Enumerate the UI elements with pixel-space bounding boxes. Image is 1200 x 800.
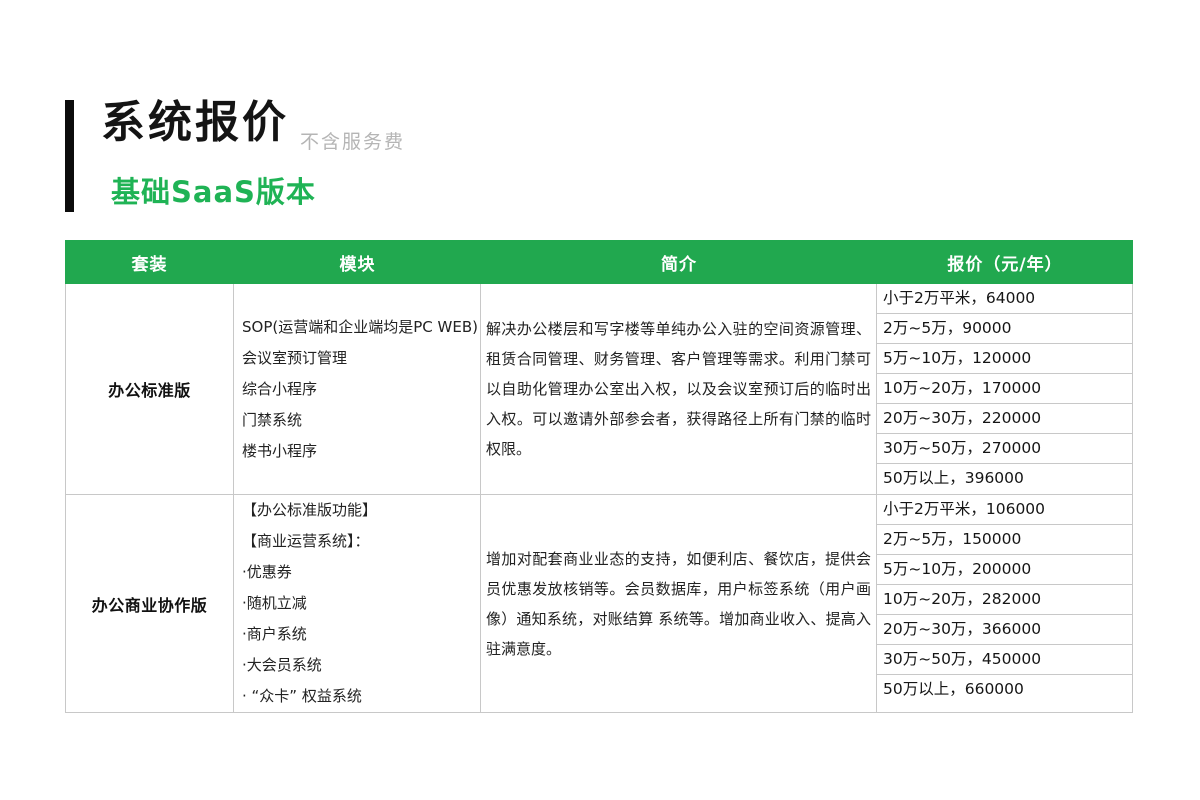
table-header-cell: 简介 — [661, 254, 697, 275]
module-line: ·优惠券 — [242, 563, 292, 581]
table-header-cell: 模块 — [339, 254, 376, 275]
package-name: 办公商业协作版 — [66, 495, 234, 712]
module-line: SOP(运营端和企业端均是PC WEB) — [242, 317, 478, 336]
package-section: 办公标准版 SOP(运营端和企业端均是PC WEB) 会议室预订管理 综合小程序门禁系… — [66, 284, 1132, 495]
package-name: 办公标准版 — [66, 284, 234, 494]
price-tier: 30万~50万，450000 — [877, 645, 1132, 675]
module-line: 门禁系统 — [242, 410, 303, 429]
price-tier: 小于2万平米，64000 — [877, 284, 1132, 314]
price-tier: 50万以上，396000 — [883, 469, 1024, 487]
module-line: 【办公标准版功能】 — [242, 501, 378, 519]
pricing-table: 套装 模块 简介 报价（元/年） 办公标准版 SOP(运营端和企业端均是PC WEB) 会… — [65, 240, 1133, 713]
modules-list: SOP(运营端和企业端均是PC WEB) 会议室预订管理 综合小程序门禁系统楼书小程… — [234, 284, 481, 494]
module-line: 综合小程序 — [242, 379, 318, 398]
price-tier: 5万~10万，200000 — [877, 555, 1132, 585]
price-tier: 10万~20万，170000 — [877, 374, 1132, 404]
module-line: ·大会员系统 — [242, 656, 322, 674]
package-description: 增加对配套商业业态的支持，如便利店、餐饮店，提供会员优惠发放核销等。会员数据库，… — [486, 549, 871, 658]
price-tier: 30万~50万，270000 — [877, 434, 1132, 464]
package-section: 办公商业协作版 【办公标准版功能】 【商业运营系统】： ·优惠券 ·随机立减 ·商户系统 ·… — [66, 495, 1132, 713]
price-tier: 小于2万平米，106000 — [877, 495, 1132, 525]
price-tier: 10万~20万，282000 — [877, 585, 1132, 615]
price-tier: 2万~5万，90000 — [877, 314, 1132, 344]
table-header-cell: 套装 — [131, 254, 168, 275]
price-tier-list: 小于2万平米，64000 2万~5万，90000 5万~10万，120000 10万~… — [877, 284, 1132, 494]
module-line: 楼书小程序 — [242, 441, 318, 460]
page-title-note: 不含服务费 — [300, 131, 406, 153]
table-body: 办公标准版 SOP(运营端和企业端均是PC WEB) 会议室预订管理 综合小程序门禁系… — [65, 284, 1133, 713]
package-description-cell: 增加对配套商业业态的支持，如便利店、餐饮店，提供会员优惠发放核销等。会员数据库，… — [481, 495, 877, 712]
page-title: 系统报价 — [101, 97, 289, 148]
title-accent-bar — [65, 100, 74, 212]
package-description-cell: 解决办公楼层和写字楼等单纯办公入驻的空间资源管理、租赁合同管理、财务管理、客户管… — [481, 284, 877, 494]
table-header-cell: 报价（元/年） — [947, 254, 1063, 275]
package-description: 解决办公楼层和写字楼等单纯办公入驻的空间资源管理、租赁合同管理、财务管理、客户管… — [486, 320, 871, 458]
module-line: ·随机立减 — [242, 594, 307, 612]
module-line: · “众卡” 权益系统 — [242, 687, 362, 705]
table-header-row: 套装 模块 简介 报价（元/年） — [65, 240, 1133, 284]
price-tier-list: 小于2万平米，106000 2万~5万，150000 5万~10万，200000 10… — [877, 495, 1132, 712]
price-tier: 20万~30万，366000 — [877, 615, 1132, 645]
page-subtitle: 基础SaaS版本 — [111, 175, 316, 209]
module-line: ·商户系统 — [242, 625, 307, 643]
price-tier: 20万~30万，220000 — [877, 404, 1132, 434]
price-tier: 2万~5万，150000 — [877, 525, 1132, 555]
price-tier: 50万以上，660000 — [883, 680, 1024, 698]
modules-list: 【办公标准版功能】 【商业运营系统】： ·优惠券 ·随机立减 ·商户系统 ·大会员系统 · … — [234, 495, 481, 712]
module-line: 会议室预订管理 — [242, 348, 348, 367]
module-line: 【商业运营系统】： — [242, 532, 370, 550]
price-tier: 5万~10万，120000 — [877, 344, 1132, 374]
